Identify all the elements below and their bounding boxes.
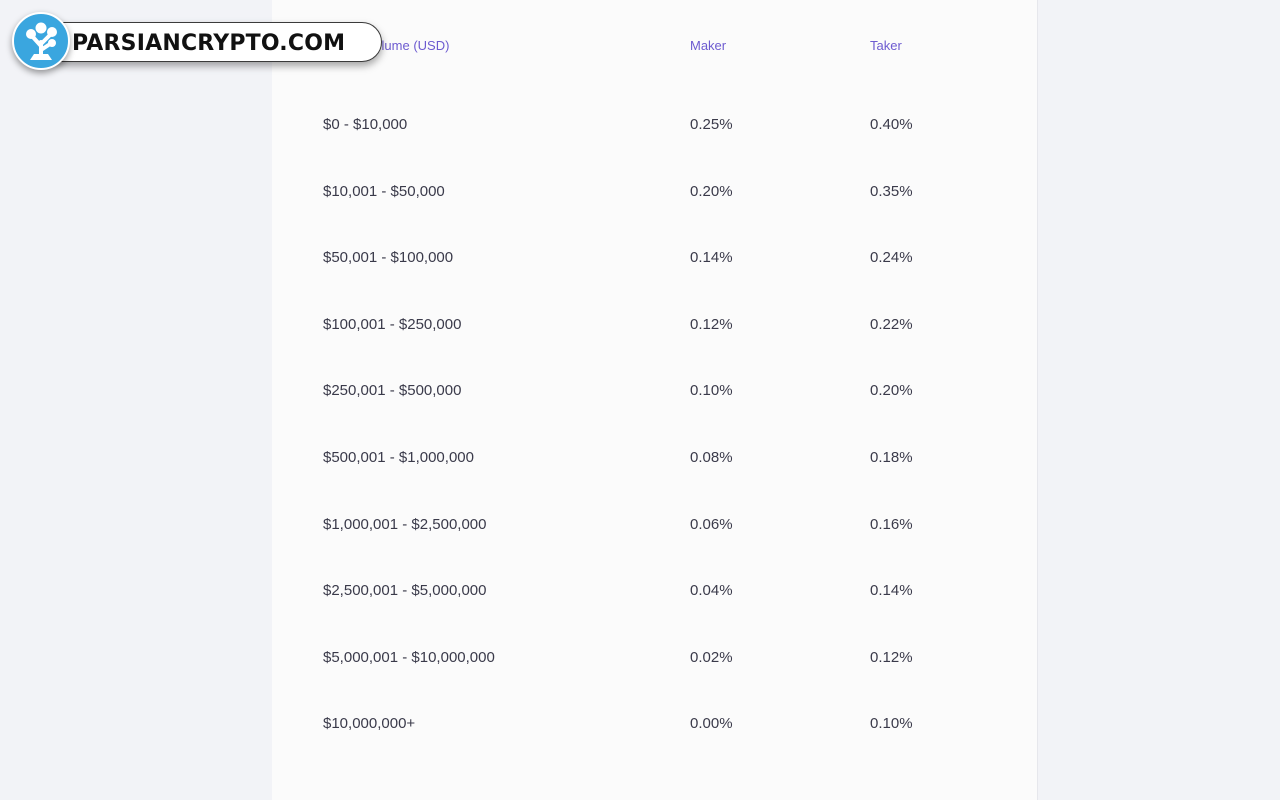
cell-volume: $10,001 - $50,000 — [323, 182, 445, 200]
table-body: $0 - $10,000 0.25% 0.40% $10,001 - $50,0… — [272, 92, 1038, 758]
cell-taker-fee: 0.10% — [870, 715, 913, 733]
table-header-row: 30-day Volume (USD) Maker Taker — [272, 38, 1038, 58]
watermark-text: PARSIANCRYPTO.COM — [72, 31, 346, 56]
cell-maker-fee: 0.06% — [690, 515, 733, 533]
table-row: $0 - $10,000 0.25% 0.40% — [272, 92, 1038, 159]
cell-volume: $50,001 - $100,000 — [323, 249, 454, 267]
tree-logo-icon — [12, 12, 70, 70]
table-row: $1,000,001 - $2,500,000 0.06% 0.16% — [272, 492, 1038, 559]
cell-maker-fee: 0.08% — [690, 448, 733, 466]
cell-taker-fee: 0.24% — [870, 249, 913, 267]
cell-volume: $250,001 - $500,000 — [323, 382, 462, 400]
cell-maker-fee: 0.04% — [690, 582, 733, 600]
cell-volume: $0 - $10,000 — [323, 116, 408, 133]
table-row: $250,001 - $500,000 0.10% 0.20% — [272, 358, 1038, 425]
cell-taker-fee: 0.12% — [870, 648, 913, 666]
table-row: $50,001 - $100,000 0.14% 0.24% — [272, 225, 1038, 292]
cell-volume: $5,000,001 - $10,000,000 — [323, 648, 495, 666]
cell-taker-fee: 0.35% — [870, 182, 913, 200]
cell-volume: $1,000,001 - $2,500,000 — [323, 515, 487, 533]
watermark-pill — [42, 22, 382, 62]
table-row: $5,000,001 - $10,000,000 0.02% 0.12% — [272, 625, 1038, 692]
cell-maker-fee: 0.14% — [690, 249, 733, 267]
cell-maker-fee: 0.12% — [690, 315, 733, 333]
table-row: $10,000,000+ 0.00% 0.10% — [272, 691, 1038, 758]
cell-volume: $500,001 - $1,000,000 — [323, 448, 474, 466]
cell-taker-fee: 0.22% — [870, 315, 913, 333]
table-row: $2,500,001 - $5,000,000 0.04% 0.14% — [272, 558, 1038, 625]
cell-volume: $2,500,001 - $5,000,000 — [323, 582, 487, 600]
cell-taker-fee: 0.20% — [870, 382, 913, 400]
cell-maker-fee: 0.10% — [690, 382, 733, 400]
cell-taker-fee: 0.14% — [870, 582, 913, 600]
cell-maker-fee: 0.00% — [690, 715, 733, 733]
cell-maker-fee: 0.25% — [690, 116, 733, 133]
table-row: $10,001 - $50,000 0.20% 0.35% — [272, 159, 1038, 226]
cell-volume: $100,001 - $250,000 — [323, 315, 462, 333]
header-maker: Maker — [690, 38, 727, 53]
header-taker: Taker — [870, 38, 902, 53]
cell-maker-fee: 0.02% — [690, 648, 733, 666]
cell-taker-fee: 0.18% — [870, 448, 913, 466]
cell-taker-fee: 0.40% — [870, 116, 913, 133]
cell-maker-fee: 0.20% — [690, 182, 733, 200]
table-row: $500,001 - $1,000,000 0.08% 0.18% — [272, 425, 1038, 492]
cell-volume: $10,000,000+ — [323, 715, 416, 733]
table-row: $100,001 - $250,000 0.12% 0.22% — [272, 292, 1038, 359]
cell-taker-fee: 0.16% — [870, 515, 913, 533]
parsiancrypto-watermark: PARSIANCRYPTO.COM — [12, 12, 384, 70]
fee-schedule-card: 30-day Volume (USD) Maker Taker $0 - $10… — [272, 0, 1038, 800]
